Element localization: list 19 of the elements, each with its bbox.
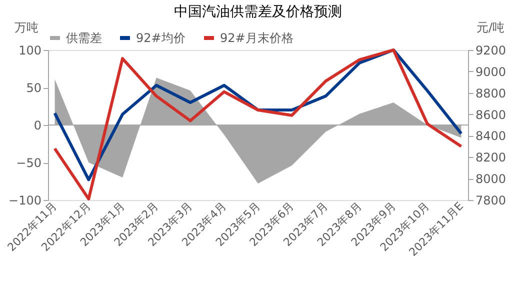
y2-axis-title: 元/吨 xyxy=(476,20,505,34)
y2-tick-label: 8600 xyxy=(476,108,506,122)
chart-title: 中国汽油供需差及价格预测 xyxy=(174,4,342,20)
y2-tick-label: 8200 xyxy=(476,150,506,165)
y-tick-label: 0 xyxy=(34,118,42,132)
y-tick-label: −100 xyxy=(8,194,42,208)
y-tick-label: −50 xyxy=(16,156,42,170)
legend-label: 92#均价 xyxy=(136,31,186,45)
y2-tick-label: 8000 xyxy=(476,172,506,186)
y2-tick-label: 9200 xyxy=(476,44,506,58)
y-axis-title: 万吨 xyxy=(14,20,38,34)
y2-tick-label: 9000 xyxy=(476,64,506,79)
y-tick-label: 50 xyxy=(26,81,42,95)
legend-label: 供需差 xyxy=(66,31,102,45)
legend-label: 92#月末价格 xyxy=(220,31,294,45)
y2-tick-label: 8400 xyxy=(476,129,506,144)
y2-tick-label: 8800 xyxy=(476,86,506,100)
y-tick-label: 100 xyxy=(18,44,42,58)
y2-tick-label: 7800 xyxy=(476,194,506,208)
